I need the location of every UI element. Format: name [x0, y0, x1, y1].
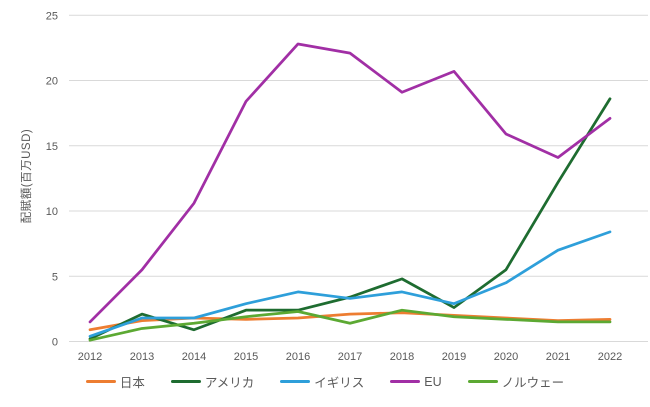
chart-legend: 日本 アメリカ イギリス EU ノルウェー	[0, 372, 650, 391]
legend-swatch-icon	[390, 380, 421, 383]
y-tick-label: 10	[46, 206, 58, 218]
y-axis-title: 配賦額(百万USD)	[21, 128, 33, 224]
y-tick-label: 0	[52, 337, 58, 349]
legend-label: アメリカ	[204, 376, 255, 390]
legend-item-eu: EU	[390, 374, 442, 389]
x-tick-label: 2019	[442, 351, 466, 363]
legend-label: 日本	[119, 376, 145, 390]
y-tick-label: 20	[46, 76, 58, 88]
x-tick-label: 2018	[390, 351, 414, 363]
legend-swatch-icon	[170, 380, 201, 383]
x-tick-label: 2016	[286, 351, 310, 363]
legend-item-japan: 日本	[85, 372, 145, 391]
x-tick-label: 2017	[338, 351, 362, 363]
x-tick-label: 2022	[598, 351, 622, 363]
legend-label: EU	[424, 374, 442, 389]
y-tick-label: 15	[46, 141, 58, 153]
x-tick-label: 2020	[494, 351, 518, 363]
x-tick-label: 2013	[130, 351, 154, 363]
x-tick-label: 2014	[182, 351, 206, 363]
x-tick-label: 2021	[546, 351, 570, 363]
series-line-usa	[88, 97, 612, 341]
series-line-uk	[88, 230, 612, 338]
legend-label: ノルウェー	[501, 376, 565, 390]
legend-swatch-icon	[280, 380, 311, 383]
y-tick-label: 25	[46, 10, 58, 22]
y-tick-label: 5	[52, 271, 58, 283]
x-tick-label: 2012	[78, 351, 102, 363]
legend-item-norway: ノルウェー	[467, 372, 565, 391]
series-line-norway	[88, 308, 612, 342]
legend-swatch-icon	[467, 380, 498, 383]
legend-label: イギリス	[314, 376, 365, 390]
legend-swatch-icon	[85, 380, 116, 383]
legend-item-usa: アメリカ	[170, 372, 255, 391]
series-line-eu	[88, 42, 612, 324]
x-tick-label: 2015	[234, 351, 258, 363]
legend-item-uk: イギリス	[280, 372, 364, 391]
